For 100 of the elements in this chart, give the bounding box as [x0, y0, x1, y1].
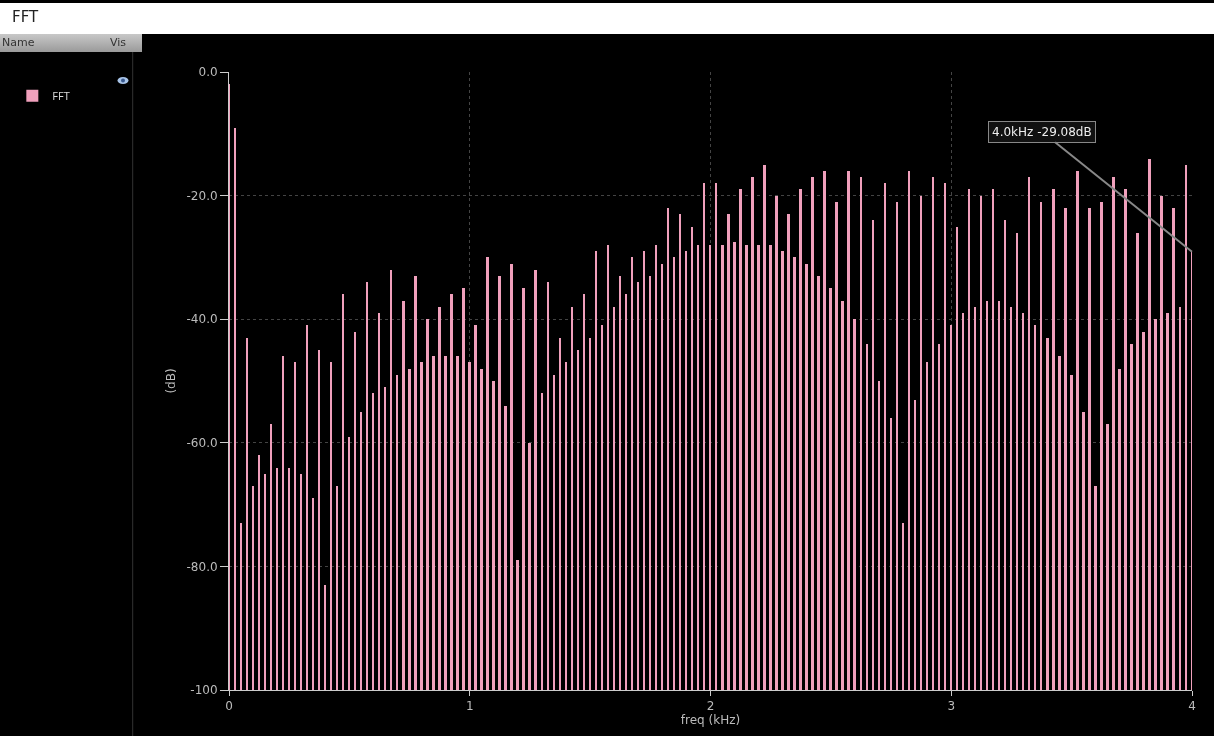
bar: [1148, 159, 1151, 690]
bar: [252, 486, 254, 690]
bar: [685, 251, 687, 690]
bar: [1124, 189, 1127, 690]
bar: [1010, 307, 1012, 690]
bar: [679, 214, 681, 690]
bar: [817, 276, 820, 690]
bar: [745, 245, 748, 690]
bar: [396, 375, 398, 690]
x-tick-label: 1: [465, 699, 474, 714]
bar: [1112, 177, 1115, 690]
bar: [697, 245, 699, 690]
bar: [384, 387, 386, 690]
bar: [438, 307, 441, 690]
x-tick-label: 2: [706, 699, 715, 714]
bar: [661, 264, 663, 690]
bar: [541, 393, 543, 690]
bar: [914, 400, 916, 690]
bar: [757, 245, 760, 690]
bar: [793, 257, 796, 690]
bar: [504, 406, 507, 690]
bar: [841, 301, 844, 690]
bar: [414, 276, 417, 690]
bar: [1154, 319, 1157, 690]
annotation: 4.0kHz -29.08dB: [992, 125, 1092, 139]
bar: [799, 189, 802, 690]
bar: [366, 282, 368, 690]
bar: [962, 313, 964, 690]
bar: [240, 523, 242, 690]
bar: [1118, 369, 1121, 690]
bar: [288, 468, 290, 690]
bar: [932, 177, 934, 690]
bar: [986, 301, 988, 690]
bar: [908, 171, 910, 690]
legend-label: FFT: [52, 88, 70, 104]
bar: [426, 319, 429, 690]
bar: [324, 585, 326, 690]
bar: [781, 251, 784, 690]
bar: [775, 196, 778, 690]
bar: [1142, 332, 1145, 690]
bar: [1179, 307, 1181, 690]
bar: [823, 171, 826, 690]
bar: [950, 325, 952, 690]
bar: [486, 257, 489, 690]
bar: [884, 183, 886, 690]
bar: [1040, 202, 1042, 690]
bar: [769, 245, 772, 690]
bar: [643, 251, 645, 690]
bar: [462, 288, 465, 690]
bar: [246, 338, 248, 690]
bar: [354, 332, 356, 690]
bar: [968, 189, 970, 690]
bar: [1100, 202, 1103, 690]
bar: [1022, 313, 1024, 690]
bar: [787, 214, 790, 690]
bar: [408, 369, 411, 690]
bar: [601, 325, 603, 690]
bar: [450, 294, 453, 690]
bar: [559, 338, 561, 690]
bar: [390, 270, 392, 690]
bar: [553, 375, 555, 690]
bar: [456, 356, 459, 690]
bar: [534, 270, 537, 690]
bar: [510, 264, 513, 690]
bar: [920, 196, 922, 690]
bar: [1106, 424, 1109, 690]
bar: [1046, 338, 1049, 690]
bar: [480, 369, 483, 690]
bar: [595, 251, 597, 690]
x-tick-label: 0: [225, 699, 233, 714]
bar: [1172, 208, 1175, 690]
bar: [312, 498, 314, 690]
bar: [348, 437, 350, 690]
bar: [739, 189, 742, 690]
bar: [866, 344, 868, 690]
y-tick-label: -20.0: [186, 188, 218, 203]
bar: [1130, 344, 1133, 690]
bar: [565, 362, 567, 690]
bar: [1094, 486, 1097, 690]
bar: [637, 282, 639, 690]
bar: [715, 183, 717, 690]
bar: [655, 245, 657, 690]
bar: [318, 350, 320, 690]
bar: [432, 356, 435, 690]
y-axis-title: (dB): [163, 368, 178, 394]
bar: [1028, 177, 1030, 690]
bar: [583, 294, 585, 690]
bar: [733, 242, 736, 690]
bar: [360, 412, 362, 690]
bar: [835, 202, 838, 690]
y-tick-label: -40.0: [186, 312, 218, 327]
bar: [300, 474, 302, 690]
bar: [1082, 412, 1085, 690]
bar: [938, 344, 940, 690]
bar: [896, 202, 898, 690]
bar: [522, 288, 525, 690]
bar: [956, 227, 958, 690]
bar: [703, 183, 705, 690]
bar: [234, 128, 236, 690]
bar: [691, 227, 693, 690]
